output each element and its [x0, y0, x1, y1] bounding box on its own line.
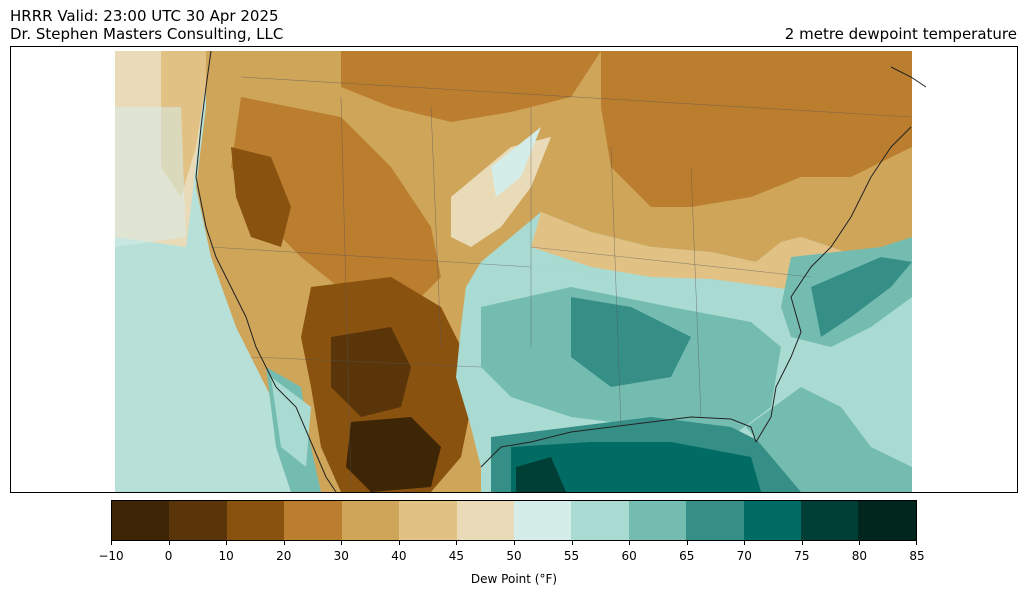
state-borders — [210, 76, 912, 488]
colorbar-tick — [226, 541, 228, 545]
colorbar-tick-label: 30 — [333, 549, 349, 563]
colorbar-segment — [571, 501, 629, 540]
colorbar-tick-label: 45 — [448, 549, 465, 563]
colorbar-ticks: −10 0 10 20 30 40 45 50 55 60 65 70 75 80 85 — [98, 541, 925, 563]
colorbar-tick-label: 0 — [164, 549, 173, 563]
colorbar-segment — [399, 501, 457, 540]
colorbar-tick — [111, 541, 112, 545]
colorbar-tick — [514, 541, 515, 545]
colorbar-tick-label: 70 — [736, 549, 752, 563]
model-run-title: HRRR Valid: 23:00 UTC 30 Apr 2025 Dr. St… — [10, 7, 283, 43]
colorbar-segment — [284, 501, 342, 540]
colorbar-tick — [744, 541, 746, 545]
colorbar-segment — [858, 501, 916, 540]
colorbar-segment — [743, 501, 802, 540]
dewpoint-field — [115, 51, 912, 492]
colorbar-segment — [169, 501, 227, 540]
colorbar-tick-label: 80 — [851, 549, 868, 563]
field-title: 2 metre dewpoint temperature — [784, 25, 1017, 43]
colorbar-tick-label: 65 — [679, 549, 695, 563]
colorbar-tick-label: 20 — [276, 549, 292, 563]
colorbar-tick-label: −10 — [98, 549, 124, 563]
colorbar-segment — [513, 501, 572, 540]
dewpoint-map — [10, 46, 1018, 493]
colorbar-segment — [456, 501, 514, 540]
colorbar-tick-label: 50 — [506, 549, 522, 563]
colorbar-segment — [628, 501, 687, 540]
colorbar-tick — [456, 541, 458, 545]
colorbar-segment — [686, 501, 744, 540]
colorbar-tick — [341, 541, 343, 545]
map-canvas — [115, 50, 927, 492]
colorbar-tick — [168, 541, 170, 545]
colorbar-tick — [629, 541, 631, 545]
colorbar-label: Dew Point (°F) — [470, 572, 558, 586]
colorbar-tick-label: 40 — [391, 549, 407, 563]
valid-time-label: HRRR Valid: 23:00 UTC 30 Apr 2025 — [10, 7, 279, 25]
colorbar-tick — [801, 541, 803, 545]
colorbar-segment — [801, 501, 859, 540]
colorbar-segment — [341, 501, 400, 540]
dewpoint-colorbar — [111, 500, 917, 541]
colorbar-tick — [398, 541, 400, 545]
colorbar-tick-label: 55 — [563, 549, 580, 563]
colorbar-tick — [916, 541, 917, 545]
colorbar-tick-label: 60 — [621, 549, 637, 563]
colorbar-tick-label: 75 — [794, 549, 810, 563]
colorbar-segment — [112, 501, 170, 540]
credit-label: Dr. Stephen Masters Consulting, LLC — [10, 25, 284, 43]
colorbar-tick — [686, 541, 688, 545]
colorbar-tick-label: 10 — [218, 549, 234, 563]
colorbar-tick — [283, 541, 285, 545]
colorbar-tick — [859, 541, 861, 545]
coastlines — [195, 50, 927, 492]
colorbar-tick-label: 85 — [909, 549, 925, 563]
colorbar-tick — [571, 541, 573, 545]
colorbar-segment — [226, 501, 285, 540]
